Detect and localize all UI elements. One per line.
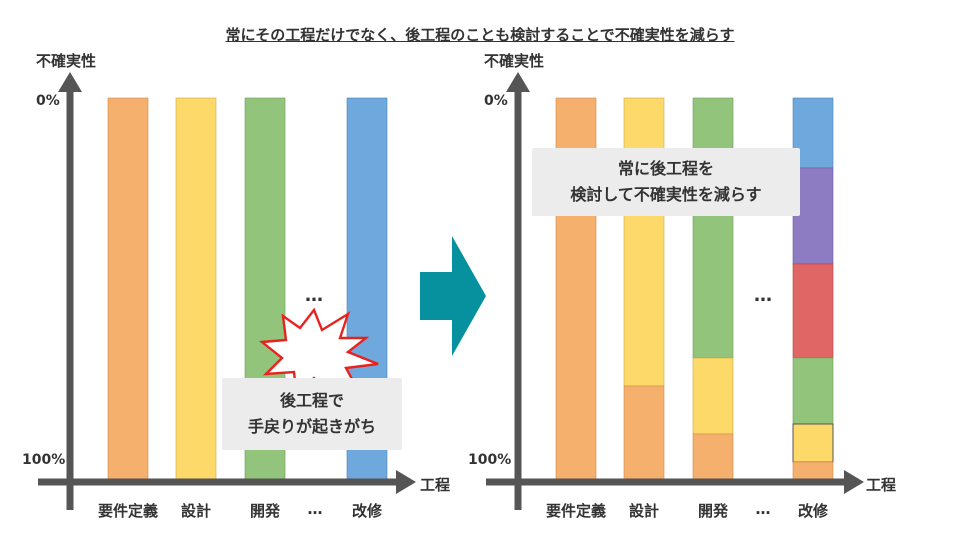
- right-callout-line-1: 常に後工程を: [617, 159, 714, 178]
- right-bar-design: [623, 97, 665, 481]
- right-x-axis-label: 工程: [866, 476, 897, 494]
- left-callout-line-2: 手戻りが起きがち: [247, 417, 376, 436]
- right-category-development: 開発: [697, 502, 728, 520]
- right-bar-revision: [792, 97, 834, 481]
- left-category-requirements: 要件定義: [97, 502, 158, 520]
- left-callout: 後工程で 手戻りが起きがち: [222, 378, 402, 450]
- page-title: 常にその工程だけでなく、後工程のことも検討することで不確実性を減らす: [225, 26, 735, 44]
- right-callout: 常に後工程を 検討して不確実性を減らす: [532, 148, 800, 216]
- right-category-requirements: 要件定義: [545, 502, 606, 520]
- right-y-tick-top: 0%: [484, 93, 508, 109]
- left-y-axis-arrowhead: [58, 72, 82, 92]
- left-category-ellipsis: …: [307, 500, 323, 518]
- left-x-axis-label: 工程: [420, 476, 451, 494]
- right-category-revision: 改修: [797, 502, 828, 520]
- left-y-tick-bottom: 100%: [22, 452, 66, 468]
- left-y-tick-top: 0%: [36, 93, 60, 109]
- right-y-axis-label: 不確実性: [484, 52, 545, 70]
- left-y-axis-label: 不確実性: [36, 52, 97, 70]
- left-bar-requirements: [107, 97, 149, 481]
- right-ellipsis-between-bars: …: [754, 285, 772, 306]
- right-x-axis-arrowhead: [844, 470, 864, 494]
- left-x-axis-arrowhead: [396, 470, 416, 494]
- right-y-tick-bottom: 100%: [468, 452, 512, 468]
- right-callout-line-2: 検討して不確実性を減らす: [570, 185, 762, 204]
- right-category-design: 設計: [628, 502, 659, 520]
- left-bar-design: [175, 97, 217, 481]
- right-y-axis-arrowhead: [506, 72, 530, 92]
- left-callout-line-1: 後工程で: [279, 391, 344, 410]
- left-category-design: 設計: [180, 502, 211, 520]
- left-category-development: 開発: [249, 502, 280, 520]
- right-category-ellipsis: …: [755, 500, 771, 518]
- left-category-revision: 改修: [351, 502, 382, 520]
- right-bar-development: [692, 97, 734, 481]
- big-right-arrow-icon: [420, 236, 486, 356]
- left-ellipsis-between-bars: …: [305, 285, 323, 306]
